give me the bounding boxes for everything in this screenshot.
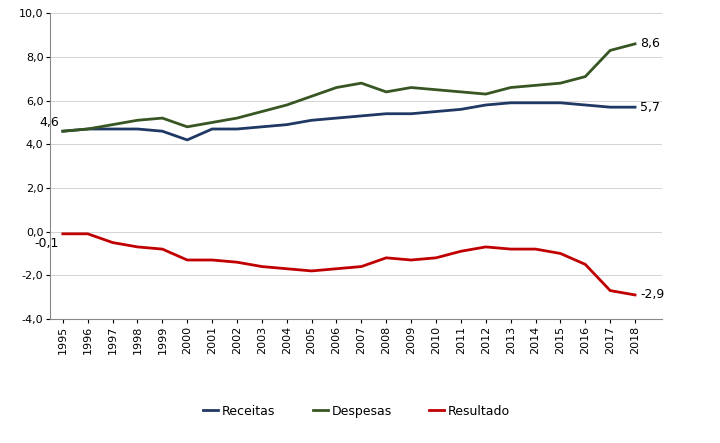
- Text: 5,7: 5,7: [640, 101, 660, 114]
- Text: 8,6: 8,6: [640, 37, 660, 51]
- Legend: Receitas, Despesas, Resultado: Receitas, Despesas, Resultado: [198, 400, 515, 423]
- Text: -2,9: -2,9: [640, 288, 665, 301]
- Text: -0,1: -0,1: [35, 237, 59, 250]
- Text: 4,6: 4,6: [40, 116, 59, 128]
